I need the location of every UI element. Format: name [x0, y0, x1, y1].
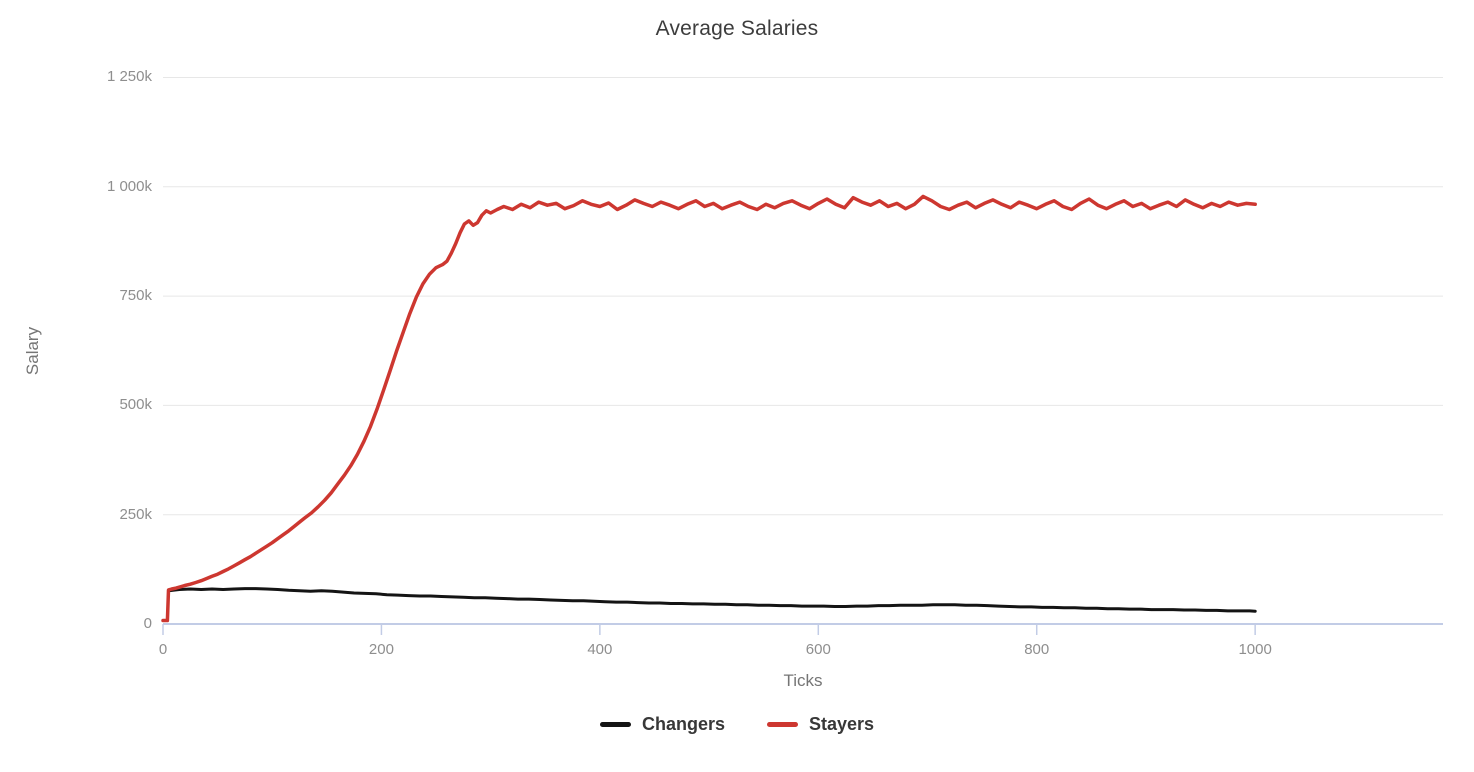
y-tick-label-750: 750k: [119, 287, 152, 305]
legend-swatch-icon: [766, 722, 798, 727]
series-line-changers: [167, 587, 1257, 613]
x-tick-label-200: 200: [368, 641, 394, 658]
legend-label: Stayers: [808, 714, 875, 734]
legend-item-changers[interactable]: Changers: [599, 714, 725, 735]
x-tick-label-0: 0: [158, 641, 168, 658]
y-tick-label-500: 500k: [119, 396, 152, 414]
chart-title: Average Salaries: [655, 17, 819, 40]
legend-swatch-icon: [599, 722, 631, 727]
x-axis-title: Ticks: [783, 671, 823, 690]
x-tick-label-800: 800: [1024, 641, 1050, 658]
y-tick-label-1000: 1 000k: [106, 177, 152, 195]
y-tick-label-250: 250k: [119, 505, 152, 523]
y-axis-title: Salary: [23, 326, 42, 376]
legend: Changers Stayers: [0, 714, 1474, 735]
series-line-stayers: [161, 194, 1257, 623]
x-tick-label-600: 600: [805, 641, 831, 658]
legend-label: Changers: [641, 714, 725, 734]
x-tick-label-1000: 1000: [1238, 641, 1272, 658]
legend-item-stayers[interactable]: Stayers: [766, 714, 875, 735]
y-tick-label-0: 0: [143, 615, 152, 632]
x-tick-label-400: 400: [587, 641, 613, 658]
y-tick-label-1250: 1 250k: [106, 68, 152, 86]
